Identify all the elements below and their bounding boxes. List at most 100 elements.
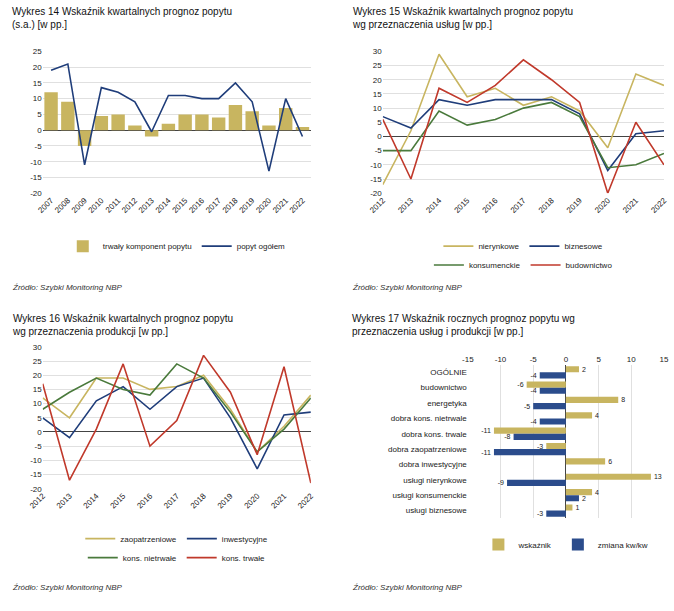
svg-text:2: 2 bbox=[582, 495, 586, 502]
svg-text:10: 10 bbox=[33, 94, 42, 103]
svg-text:2018: 2018 bbox=[221, 196, 240, 215]
svg-text:-20: -20 bbox=[30, 485, 42, 494]
svg-text:2014: 2014 bbox=[424, 196, 443, 215]
svg-text:-5: -5 bbox=[375, 146, 383, 155]
svg-text:budownictwo: budownictwo bbox=[566, 261, 613, 270]
svg-text:2019: 2019 bbox=[216, 491, 235, 510]
svg-text:Źródło: Szybki Monitoring NBP: Źródło: Szybki Monitoring NBP bbox=[12, 283, 123, 292]
svg-text:2015: 2015 bbox=[452, 196, 471, 215]
svg-text:biznesowe: biznesowe bbox=[564, 242, 602, 251]
svg-text:OGÓLNIE: OGÓLNIE bbox=[430, 368, 466, 377]
svg-text:15: 15 bbox=[660, 355, 669, 364]
svg-text:-5: -5 bbox=[530, 355, 538, 364]
svg-text:2017: 2017 bbox=[204, 196, 223, 215]
svg-text:10: 10 bbox=[373, 104, 382, 113]
svg-text:-6: -6 bbox=[517, 381, 523, 388]
svg-text:25: 25 bbox=[33, 47, 42, 56]
svg-text:5: 5 bbox=[596, 355, 601, 364]
svg-text:2016: 2016 bbox=[187, 196, 206, 215]
svg-text:-15: -15 bbox=[370, 175, 382, 184]
svg-text:-8: -8 bbox=[504, 433, 510, 440]
svg-text:2020: 2020 bbox=[243, 491, 262, 510]
svg-text:4: 4 bbox=[595, 412, 599, 419]
svg-text:2019: 2019 bbox=[237, 196, 256, 215]
svg-text:13: 13 bbox=[654, 473, 662, 480]
svg-text:2015: 2015 bbox=[170, 196, 189, 215]
svg-text:-4: -4 bbox=[530, 387, 536, 394]
svg-text:20: 20 bbox=[33, 63, 42, 72]
svg-text:-5: -5 bbox=[35, 142, 43, 151]
svg-text:25: 25 bbox=[373, 61, 382, 70]
svg-text:2009: 2009 bbox=[70, 196, 89, 215]
svg-text:-5: -5 bbox=[35, 442, 43, 451]
svg-text:2018: 2018 bbox=[189, 491, 208, 510]
svg-text:-20: -20 bbox=[30, 189, 42, 198]
svg-text:15: 15 bbox=[33, 385, 42, 394]
svg-text:-10: -10 bbox=[30, 157, 42, 166]
svg-text:2012: 2012 bbox=[120, 196, 139, 215]
svg-text:usługi konsumenckie: usługi konsumenckie bbox=[393, 491, 468, 500]
svg-text:10: 10 bbox=[33, 399, 42, 408]
svg-text:2020: 2020 bbox=[254, 196, 273, 215]
svg-text:-11: -11 bbox=[481, 449, 491, 456]
svg-text:15: 15 bbox=[33, 79, 42, 88]
svg-text:2021: 2021 bbox=[621, 196, 640, 215]
svg-text:trwały komponent popytu: trwały komponent popytu bbox=[103, 242, 192, 251]
svg-text:0: 0 bbox=[564, 355, 569, 364]
svg-text:6: 6 bbox=[608, 458, 612, 465]
svg-text:2017: 2017 bbox=[162, 491, 181, 510]
svg-text:energetyka: energetyka bbox=[427, 399, 467, 408]
svg-text:usługi nierynkowe: usługi nierynkowe bbox=[403, 476, 467, 485]
svg-text:-20: -20 bbox=[370, 189, 382, 198]
svg-text:dobra kons. trwale: dobra kons. trwale bbox=[401, 430, 467, 439]
svg-text:2011: 2011 bbox=[104, 196, 123, 215]
svg-text:8: 8 bbox=[621, 396, 625, 403]
svg-text:2010: 2010 bbox=[87, 196, 106, 215]
svg-text:20: 20 bbox=[33, 371, 42, 380]
svg-text:2022: 2022 bbox=[649, 196, 668, 215]
svg-text:usługi biznesowe: usługi biznesowe bbox=[406, 506, 467, 515]
svg-text:2013: 2013 bbox=[55, 491, 74, 510]
svg-text:inwestycyjne: inwestycyjne bbox=[222, 535, 268, 544]
svg-text:2017: 2017 bbox=[509, 196, 528, 215]
svg-text:Źródło: Szybki Monitoring NBP: Źródło: Szybki Monitoring NBP bbox=[352, 583, 463, 592]
svg-text:kons. nietrwałe: kons. nietrwałe bbox=[123, 554, 177, 563]
svg-text:dobra kons. nietrwale: dobra kons. nietrwale bbox=[391, 414, 468, 423]
svg-text:-10: -10 bbox=[30, 456, 42, 465]
svg-text:2007: 2007 bbox=[36, 196, 55, 215]
svg-text:popyt ogółem: popyt ogółem bbox=[237, 242, 285, 251]
svg-text:2018: 2018 bbox=[537, 196, 556, 215]
svg-text:-5: -5 bbox=[524, 403, 530, 410]
svg-text:dobra inwestycyjne: dobra inwestycyjne bbox=[399, 460, 468, 469]
svg-text:2013: 2013 bbox=[396, 196, 415, 215]
svg-text:30: 30 bbox=[33, 343, 42, 352]
svg-text:Wykres 17 Wskaźnik rocznych pr: Wykres 17 Wskaźnik rocznych prognoz popy… bbox=[352, 313, 575, 337]
svg-text:0: 0 bbox=[37, 126, 42, 135]
svg-text:budownictwo: budownictwo bbox=[421, 383, 468, 392]
svg-text:-15: -15 bbox=[30, 470, 42, 479]
svg-text:30: 30 bbox=[373, 47, 382, 56]
svg-text:5: 5 bbox=[377, 118, 382, 127]
svg-text:-4: -4 bbox=[530, 418, 536, 425]
svg-text:1: 1 bbox=[575, 504, 579, 511]
svg-text:zaopatrzeniowe: zaopatrzeniowe bbox=[120, 535, 177, 544]
svg-text:-4: -4 bbox=[530, 372, 536, 379]
svg-text:Wykres 16 Wskaźnik kwartalnych: Wykres 16 Wskaźnik kwartalnych prognoz p… bbox=[12, 313, 233, 337]
svg-text:2021: 2021 bbox=[269, 491, 288, 510]
svg-text:-3: -3 bbox=[537, 443, 543, 450]
svg-text:2019: 2019 bbox=[565, 196, 584, 215]
svg-text:2022: 2022 bbox=[288, 196, 307, 215]
svg-text:nierynkowe: nierynkowe bbox=[478, 242, 519, 251]
svg-text:2016: 2016 bbox=[481, 196, 500, 215]
svg-text:0: 0 bbox=[37, 428, 42, 437]
svg-text:15: 15 bbox=[373, 90, 382, 99]
svg-text:5: 5 bbox=[37, 110, 42, 119]
svg-text:-11: -11 bbox=[481, 427, 491, 434]
svg-text:2014: 2014 bbox=[154, 196, 173, 215]
svg-text:2012: 2012 bbox=[368, 196, 387, 215]
svg-text:25: 25 bbox=[33, 357, 42, 366]
svg-text:Źródło: Szybki Monitoring NBP: Źródło: Szybki Monitoring NBP bbox=[12, 583, 123, 592]
svg-text:2016: 2016 bbox=[135, 491, 154, 510]
svg-text:-3: -3 bbox=[537, 510, 543, 517]
svg-text:2015: 2015 bbox=[108, 491, 127, 510]
